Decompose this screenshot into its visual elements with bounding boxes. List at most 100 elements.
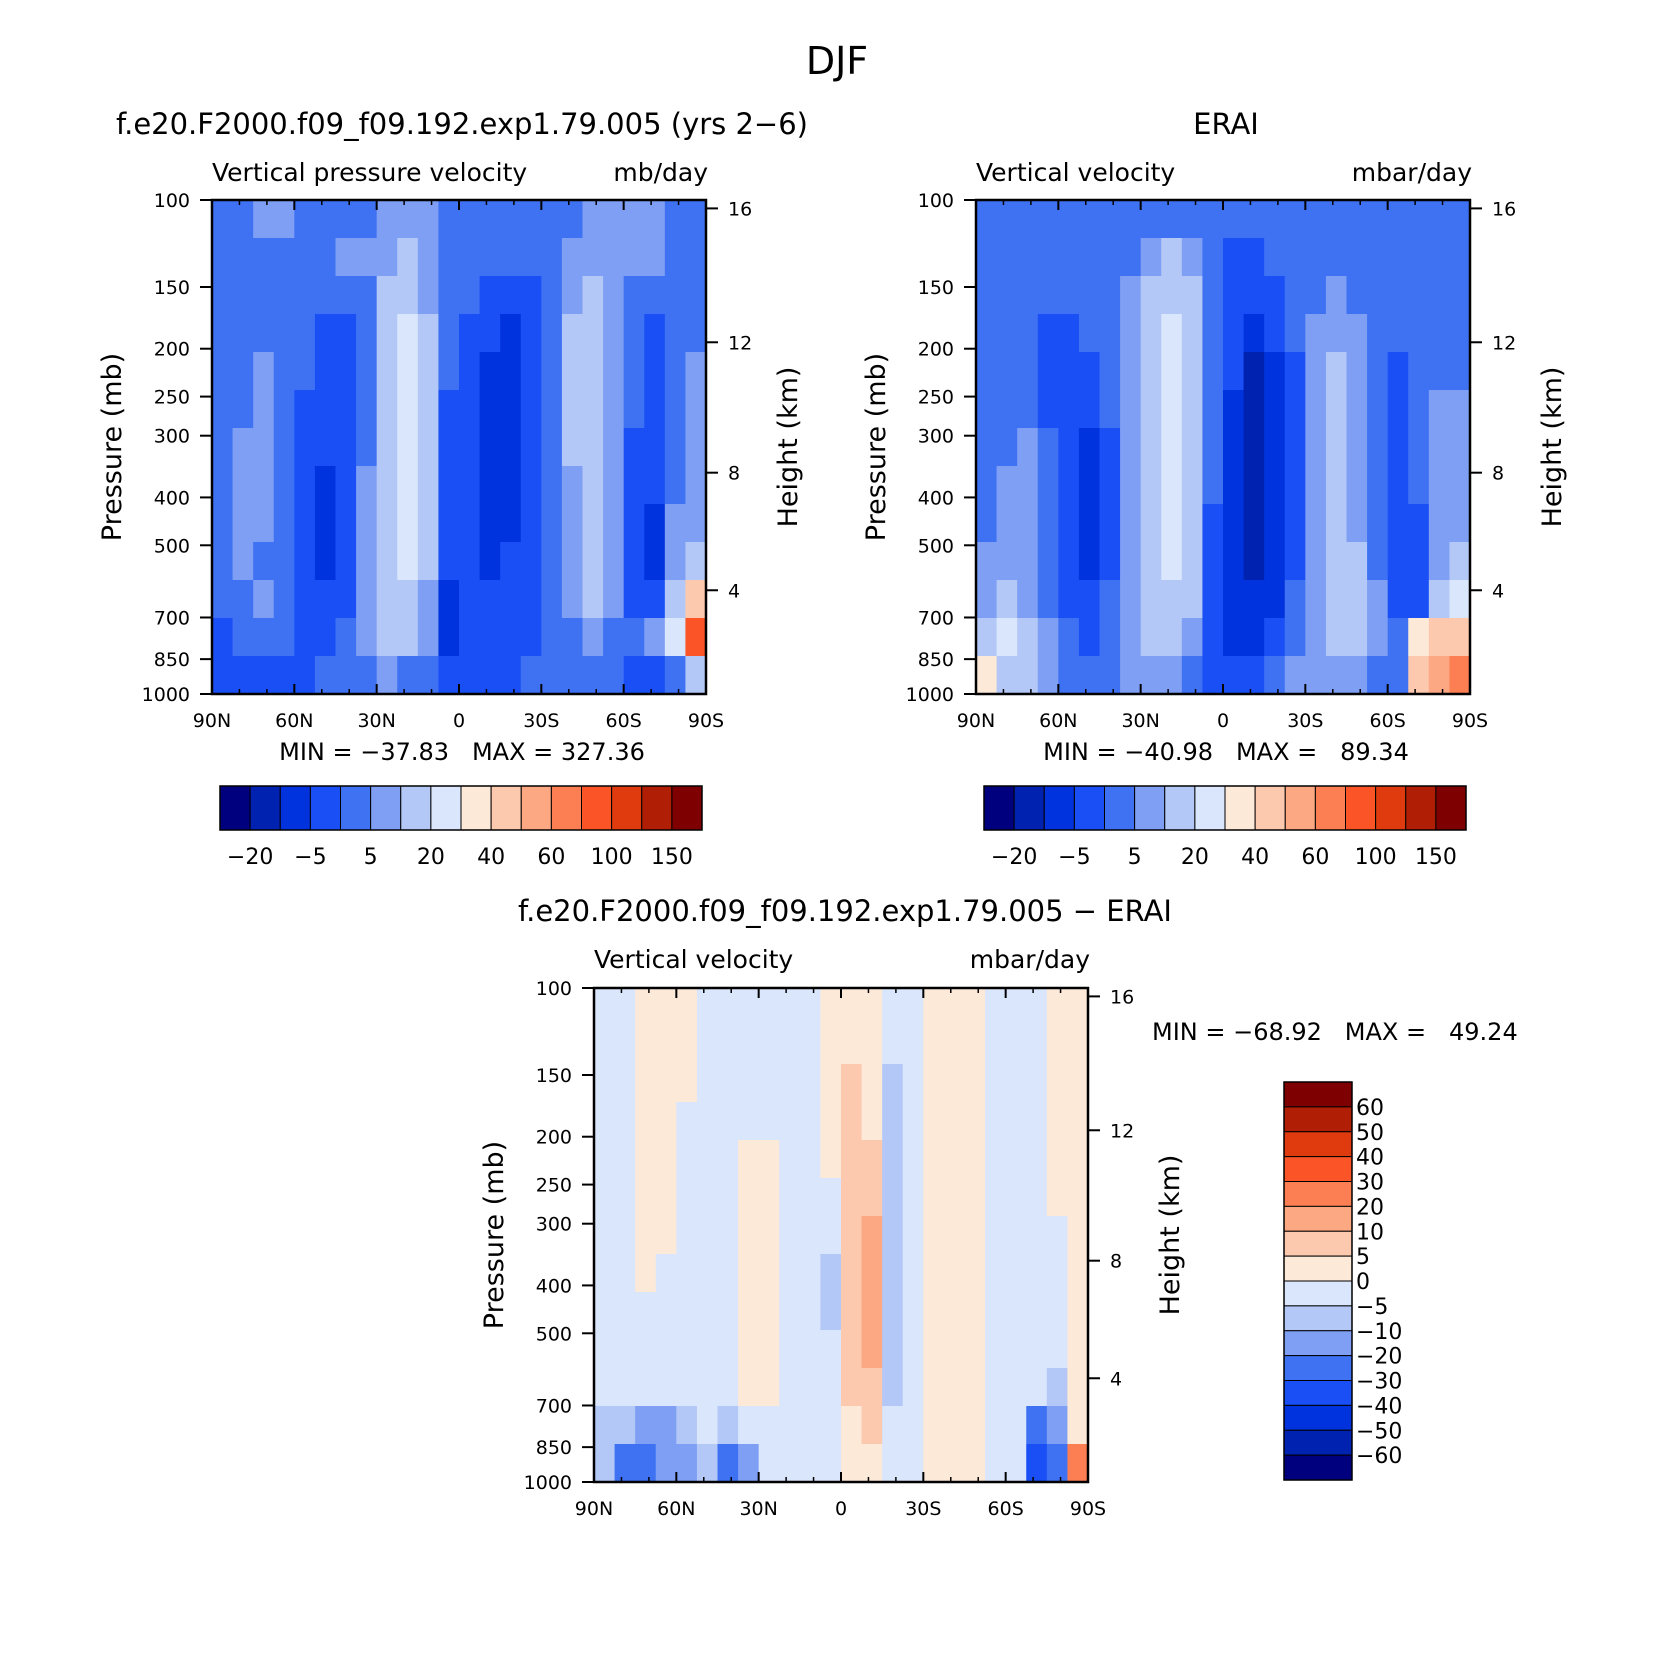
contour-cell — [356, 352, 378, 391]
contour-cell — [923, 1178, 945, 1217]
contour-cell — [799, 1102, 822, 1141]
contour-cell — [438, 580, 460, 619]
contour-cell — [376, 390, 398, 429]
contour-cell — [1037, 466, 1059, 505]
contour-cell — [943, 988, 966, 1027]
contour-cell — [500, 656, 522, 695]
x-tick-label: 30N — [357, 710, 395, 732]
contour-cell — [479, 466, 501, 505]
contour-cell — [1140, 276, 1162, 315]
contour-cell — [696, 1292, 719, 1331]
contour-cell — [1387, 580, 1409, 619]
panel-diff-minmax: MIN = −68.92 MAX = 49.24 — [1152, 1018, 1518, 1046]
contour-cell — [635, 1064, 657, 1103]
contour-cell — [1037, 200, 1059, 239]
contour-cell — [594, 1140, 616, 1179]
contour-cell — [212, 580, 234, 619]
contour-cell — [996, 466, 1018, 505]
contour-cell — [1449, 504, 1471, 543]
contour-cell — [1449, 390, 1471, 429]
contour-cell — [1243, 276, 1265, 315]
colorbar-swatch — [1283, 1380, 1353, 1406]
contour-cell — [1005, 1026, 1027, 1065]
contour-cell — [459, 466, 481, 505]
contour-cell — [799, 1330, 822, 1369]
y-tick-label: 1000 — [524, 1472, 572, 1494]
contour-cell — [397, 618, 419, 657]
contour-cell — [1140, 656, 1162, 695]
contour-cell — [923, 1330, 945, 1369]
contour-cell — [758, 1254, 780, 1293]
contour-cell — [985, 1368, 1007, 1407]
colorbar-label: 0 — [1356, 1270, 1370, 1295]
contour-cell — [1058, 428, 1080, 467]
y-tick-label: 250 — [536, 1175, 572, 1197]
contour-cell — [779, 1026, 801, 1065]
contour-cell — [664, 618, 687, 657]
contour-cell — [1284, 314, 1306, 353]
contour-cell — [1449, 656, 1471, 695]
contour-cell — [294, 428, 316, 467]
contour-cell — [1305, 580, 1327, 619]
contour-cell — [1264, 390, 1286, 429]
contour-cell — [861, 988, 883, 1027]
contour-cell — [1037, 618, 1059, 657]
x-tick-label: 90N — [575, 1498, 613, 1520]
contour-cell — [902, 1292, 924, 1331]
contour-cell — [1120, 352, 1142, 391]
contour-cell — [655, 1254, 677, 1293]
contour-cell — [500, 276, 522, 315]
contour-cell — [561, 618, 584, 657]
contour-cell — [1449, 618, 1471, 657]
contour-cell — [561, 238, 584, 277]
contour-cell — [1046, 1140, 1069, 1179]
contour-cell — [1223, 314, 1245, 353]
contour-cell — [1387, 542, 1409, 581]
contour-cell — [438, 656, 460, 695]
contour-cell — [1305, 618, 1327, 657]
contour-cell — [1367, 466, 1389, 505]
contour-cell — [1026, 1254, 1048, 1293]
contour-cell — [1058, 314, 1080, 353]
contour-cell — [861, 1406, 883, 1445]
y-tick-label: 400 — [918, 487, 954, 509]
contour-cell — [882, 1102, 904, 1141]
contour-cell — [996, 352, 1018, 391]
contour-cell — [1264, 238, 1286, 277]
contour-cell — [644, 504, 666, 543]
contour-cell — [479, 314, 501, 353]
panel-diff-ylabel: Pressure (mb) — [479, 1141, 510, 1329]
panel-model-left-label: Vertical pressure velocity — [212, 158, 527, 187]
contour-cell — [635, 1178, 657, 1217]
contour-cell — [1067, 1368, 1089, 1407]
contour-cell — [758, 1026, 780, 1065]
contour-cell — [479, 390, 501, 429]
contour-cell — [1017, 504, 1039, 543]
contour-cell — [655, 1292, 677, 1331]
contour-cell — [314, 542, 337, 581]
contour-cell — [635, 1330, 657, 1369]
y-tick-label: 1000 — [906, 684, 954, 706]
contour-cell — [738, 1292, 760, 1331]
contour-cell — [1078, 390, 1101, 429]
contour-cell — [314, 504, 337, 543]
contour-cell — [1428, 656, 1451, 695]
contour-cell — [1005, 1254, 1027, 1293]
contour-cell — [1067, 1330, 1089, 1369]
contour-cell — [1264, 542, 1286, 581]
contour-cell — [996, 656, 1018, 695]
contour-cell — [1305, 504, 1327, 543]
contour-cell — [758, 1330, 780, 1369]
contour-cell — [459, 390, 481, 429]
contour-cell — [603, 656, 625, 695]
contour-cell — [1223, 238, 1245, 277]
contour-cell — [582, 238, 604, 277]
contour-cell — [964, 1140, 986, 1179]
contour-cell — [1408, 238, 1430, 277]
contour-cell — [623, 314, 645, 353]
contour-cell — [717, 1330, 739, 1369]
contour-cell — [397, 352, 419, 391]
contour-cell — [1017, 390, 1039, 429]
contour-cell — [1449, 238, 1471, 277]
contour-cell — [1078, 504, 1101, 543]
